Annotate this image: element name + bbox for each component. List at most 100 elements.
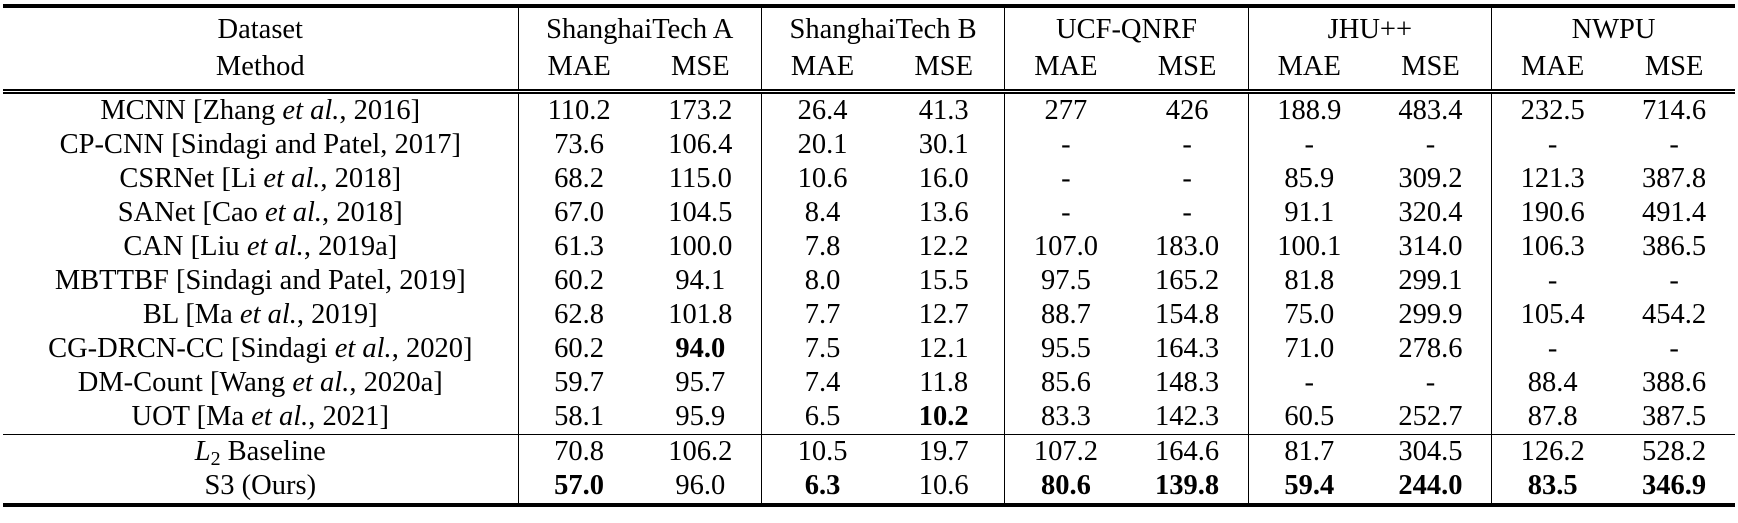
metric-value-cell: 126.2 (1491, 434, 1614, 469)
metric-value-cell: 91.1 (1284, 196, 1335, 228)
metric-value-cell: - (1061, 196, 1071, 228)
metric-header: MSE (883, 49, 1006, 94)
method-name-citation-year: , 2020] (391, 332, 473, 364)
summary-rows: L2 Baseline 70.8 106.2 10.5 19.7 107.2 164.6 8… (3, 434, 1735, 505)
method-name-text: BL [Ma (142, 298, 240, 330)
metric-value-cell: - (1669, 128, 1679, 160)
method-name-text: MCNN [Zhang (100, 94, 283, 126)
metric-value-cell: 13.6 (883, 196, 1006, 230)
metric-value-cell: 61.3 (554, 230, 605, 262)
dataset-header-shanghaitech-b: ShanghaiTech B (761, 6, 1006, 49)
metric-value-cell: 387.5 (1642, 400, 1707, 432)
metric-value-cell: 94.0 (639, 332, 762, 366)
metric-value-cell: 57.0 (554, 469, 605, 501)
baseline-label-rest: Baseline (220, 435, 326, 467)
dataset-header-ucf-qnrf: UCF-QNRF (1004, 6, 1249, 49)
metric-header: MAE (518, 49, 640, 94)
method-row: CP-CNN [Sindagi and Patel, 2017] 73.6 106.… (3, 128, 1735, 162)
metric-value-cell: 454.2 (1642, 298, 1707, 330)
table-header: Dataset ShanghaiTech A ShanghaiTech B UC… (3, 6, 1735, 94)
method-row: CAN [Liu et al., 2019a] 61.3 100.0 7.8 12.2 1… (3, 230, 1735, 264)
metric-value-cell: 19.7 (883, 434, 1006, 469)
metric-value-cell: - (1547, 264, 1558, 296)
method-name-cell: CAN [Liu et al., 2019a] (3, 230, 519, 264)
baseline-row: L2 Baseline 70.8 106.2 10.5 19.7 107.2 164.6 8… (3, 434, 1735, 470)
method-rows: MCNN [Zhang et al., 2016] 110.2 173.2 26.4 4… (3, 91, 1735, 435)
method-row: CSRNet [Li et al., 2018] 68.2 115.0 10.6 16.… (3, 162, 1735, 196)
metric-value-cell: 58.1 (554, 400, 605, 432)
method-name-cell: L2 Baseline (3, 434, 519, 470)
metric-value-cell: 85.6 (1040, 366, 1091, 398)
metric-value-cell: 67.0 (554, 196, 605, 228)
metric-header: MAE (1491, 49, 1614, 94)
metric-value-cell: 299.1 (1369, 264, 1493, 298)
metric-header: MSE (1369, 49, 1493, 94)
metric-value-cell: 7.4 (804, 366, 841, 398)
method-label: Method (3, 49, 519, 94)
metric-value-cell: 148.3 (1126, 366, 1249, 400)
metric-value-cell: - (1126, 128, 1249, 162)
method-name-text: DM-Count [Wang (77, 366, 293, 398)
method-name-citation-year: , 2016] (339, 94, 421, 126)
metric-value-cell: 244.0 (1369, 469, 1493, 505)
metric-value-cell: 10.5 (761, 434, 884, 469)
metric-value-cell: 100.0 (639, 230, 762, 264)
metric-value-cell: 88.7 (1040, 298, 1091, 330)
metric-value-cell: 75.0 (1284, 298, 1335, 330)
metric-value-cell: 386.5 (1642, 230, 1707, 262)
metric-value-cell: 60.2 (554, 332, 605, 364)
metric-value-cell: 83.5 (1527, 469, 1578, 501)
metric-value-cell: 100.1 (1277, 230, 1342, 262)
metric-value-cell: 304.5 (1369, 434, 1493, 469)
method-name-etal: et al. (265, 196, 322, 228)
metric-value-cell: 107.2 (1004, 434, 1127, 469)
method-name-citation-year: , 2020a] (349, 366, 443, 398)
metric-value-cell: 252.7 (1369, 400, 1493, 435)
metric-value-cell: 165.2 (1126, 264, 1249, 298)
baseline-subscript: 2 (210, 447, 221, 470)
metric-value-cell: 71.0 (1284, 332, 1335, 364)
metric-value-cell: 15.5 (883, 264, 1006, 298)
method-name-text: CP-CNN [Sindagi and Patel, 2017] (59, 128, 461, 160)
metric-value-cell: 20.1 (797, 128, 848, 160)
metric-value-cell: 10.6 (883, 469, 1006, 505)
metric-value-cell: 164.6 (1126, 434, 1249, 469)
method-row: SANet [Cao et al., 2018] 67.0 104.5 8.4 13.6… (3, 196, 1735, 230)
header-row-datasets: Dataset ShanghaiTech A ShanghaiTech B UC… (3, 6, 1735, 49)
method-name-citation-year: , 2018] (322, 196, 403, 228)
metric-value-cell: 104.5 (639, 196, 762, 230)
method-name-text: CG-DRCN-CC [Sindagi (48, 332, 335, 364)
method-name-citation-year: , 2021] (308, 400, 390, 432)
method-row: MBTTBF [Sindagi and Patel, 2019] 60.2 94.1… (3, 264, 1735, 298)
metric-value-cell: 97.5 (1040, 264, 1091, 296)
method-name-citation-year: , 2018] (320, 162, 402, 194)
metric-value-cell: 16.0 (883, 162, 1006, 196)
method-name-etal: et al. (334, 332, 392, 364)
metric-value-cell: 83.3 (1040, 400, 1091, 432)
metric-header: MSE (639, 49, 762, 94)
metric-value-cell: 7.5 (804, 332, 841, 364)
metric-value-cell: 6.5 (804, 400, 841, 432)
method-name-text: CAN [Liu (123, 230, 247, 262)
metric-value-cell: - (1669, 264, 1679, 296)
metric-value-cell: 12.7 (883, 298, 1006, 332)
metric-value-cell: 106.3 (1520, 230, 1585, 262)
method-name-text: UOT [Ma (131, 400, 252, 432)
method-name-etal: et al. (239, 298, 297, 330)
method-name-cell: CG-DRCN-CC [Sindagi et al., 2020] (3, 332, 519, 366)
metric-value-cell: 387.8 (1642, 162, 1707, 194)
method-name-cell: MBTTBF [Sindagi and Patel, 2019] (3, 264, 519, 298)
metric-value-cell: 188.9 (1277, 94, 1342, 126)
metric-value-cell: - (1061, 128, 1071, 160)
metric-value-cell: 85.9 (1284, 162, 1335, 194)
metric-value-cell: 95.9 (639, 400, 762, 435)
metric-value-cell: 10.2 (883, 400, 1006, 435)
method-row: BL [Ma et al., 2019] 62.8 101.8 7.7 12.7 88.7… (3, 298, 1735, 332)
method-name-etal: et al. (246, 230, 304, 262)
metric-value-cell: 183.0 (1126, 230, 1249, 264)
metric-value-cell: 41.3 (883, 91, 1006, 128)
metric-value-cell: 10.6 (797, 162, 848, 194)
metric-value-cell: 106.2 (639, 434, 762, 469)
metric-value-cell: 346.9 (1642, 469, 1707, 501)
metric-value-cell: 115.0 (639, 162, 762, 196)
